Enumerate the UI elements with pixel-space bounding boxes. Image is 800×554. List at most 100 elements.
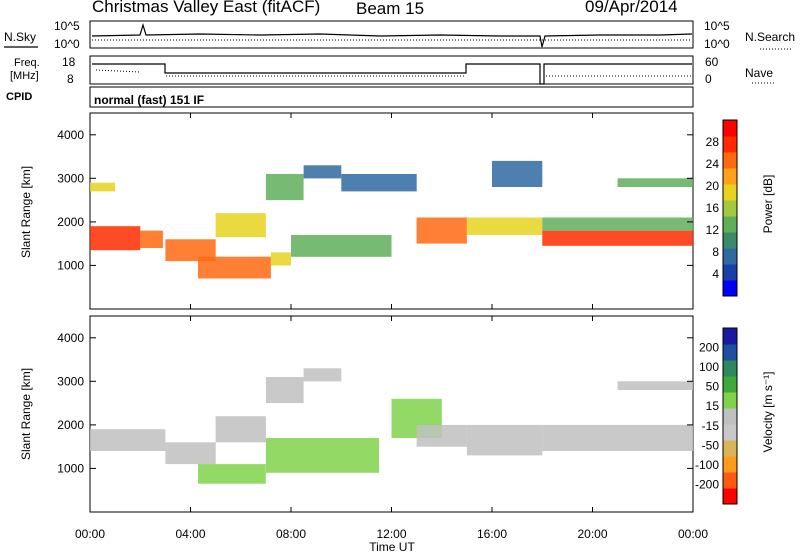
power-colorbar-tick-label: 24 <box>706 157 720 171</box>
velocity-band <box>90 429 166 451</box>
x-axis: Time UT 00:00 04:00 08:00 12:00 16:00 20:00 00… <box>75 113 708 554</box>
cpid-text: normal (fast) 151 IF <box>94 93 204 107</box>
velocity-colorbar-tick-label: -200 <box>695 477 719 491</box>
velocity-colorbar: Velocity [m s⁻¹] 200 100 50 15 -15 -50 -100 -20… <box>695 327 775 505</box>
velocity-colorbar-swatch <box>723 424 737 441</box>
power-colorbar-tick-label: 8 <box>712 245 719 259</box>
power-ytick-label: 1000 <box>57 258 84 272</box>
power-plot-area <box>89 112 694 310</box>
power-colorbar-swatch <box>723 264 737 281</box>
power-colorbar-swatch <box>723 232 737 249</box>
velocity-band <box>265 438 379 473</box>
power-colorbar-swatch <box>723 280 737 297</box>
velocity-colorbar-tick-label: -50 <box>702 438 720 452</box>
velocity-band <box>617 381 693 390</box>
freq-tick-bottom: 8 <box>67 72 74 86</box>
power-ytick-label: 4000 <box>57 128 84 142</box>
velocity-colorbar-swatch <box>723 328 737 345</box>
power-band <box>492 160 543 187</box>
power-band <box>466 217 543 235</box>
freq-tick-top: 18 <box>62 55 76 69</box>
velocity-colorbar-tick-label: -15 <box>702 419 720 433</box>
power-colorbar-tick-label: 4 <box>712 267 719 281</box>
x-tick-label: 08:00 <box>276 527 306 541</box>
velocity-colorbar-swatch <box>723 360 737 377</box>
velocity-colorbar-swatch <box>723 408 737 425</box>
power-band <box>90 226 141 251</box>
chart-title: Christmas Valley East (fitACF) <box>92 0 320 16</box>
power-ytick-label: 3000 <box>57 171 84 185</box>
x-tick-label: 00:00 <box>678 527 708 541</box>
velocity-colorbar-swatch <box>723 488 737 505</box>
nave-label: Nave <box>745 66 773 80</box>
power-band <box>416 217 467 244</box>
nsearch-label: N.Search <box>745 30 795 44</box>
nave-trace <box>95 69 692 77</box>
velocity-band <box>165 442 216 465</box>
freq-panel: Freq. [MHz] 18 8 60 0 Nave <box>10 55 774 86</box>
velocity-band <box>198 464 266 484</box>
power-colorbar-swatch <box>723 120 737 137</box>
power-colorbar-label: Power [dB] <box>761 175 775 234</box>
velocity-colorbar-frame <box>722 327 738 505</box>
freq-unit: [MHz] <box>10 70 39 82</box>
power-ylabel: Slant Range [km] <box>19 166 33 258</box>
velocity-colorbar-tick-label: -100 <box>695 458 719 472</box>
velocity-colorbar-swatch <box>723 344 737 361</box>
nave-tick-top: 60 <box>705 55 719 69</box>
power-band <box>341 174 417 192</box>
power-colorbar-tick-label: 16 <box>706 201 720 215</box>
velocity-ytick-label: 4000 <box>57 331 84 345</box>
velocity-colorbar-tick-label: 100 <box>699 360 719 374</box>
velocity-colorbar-label: Velocity [m s⁻¹] <box>761 371 775 452</box>
velocity-band <box>542 424 694 451</box>
velocity-ylabel: Slant Range [km] <box>19 368 33 460</box>
power-colorbar-swatch <box>723 184 737 201</box>
x-tick-label: 12:00 <box>376 527 406 541</box>
velocity-colorbar-swatch <box>723 472 737 489</box>
velocity-ytick-label: 1000 <box>57 461 84 475</box>
power-band <box>270 252 291 266</box>
power-colorbar: Power [dB] 28 24 20 16 12 8 4 <box>706 119 775 297</box>
velocity-yticks: 4000 3000 2000 1000 <box>57 331 693 475</box>
nsky-trace <box>91 22 693 48</box>
nsky-label: N.Sky <box>4 30 36 44</box>
velocity-band <box>265 377 304 404</box>
velocity-colorbar-swatch <box>723 440 737 457</box>
power-band <box>165 239 216 262</box>
velocity-colorbar-tick-label: 200 <box>699 341 719 355</box>
power-panel: Slant Range [km] 4000 3000 2000 1000 <box>19 112 694 310</box>
velocity-panel: Slant Range [km] 4000 3000 2000 1000 <box>19 315 694 513</box>
x-tick-label: 04:00 <box>175 527 205 541</box>
velocity-colorbar-swatch <box>723 456 737 473</box>
velocity-band <box>466 424 543 456</box>
velocity-colorbar-tick-label: 50 <box>706 380 720 394</box>
power-ytick-label: 2000 <box>57 215 84 229</box>
power-colorbar-tick-label: 20 <box>706 179 720 193</box>
beam-label: Beam 15 <box>356 0 424 18</box>
x-tick-label: 20:00 <box>577 527 607 541</box>
power-band <box>215 213 266 238</box>
velocity-colorbar-tick-label: 15 <box>706 399 720 413</box>
freq-trace <box>92 63 692 85</box>
velocity-colorbar-swatch <box>723 392 737 409</box>
nsearch-tick-top: 10^5 <box>704 19 730 33</box>
velocity-marks <box>90 368 694 484</box>
x-axis-label: Time UT <box>369 540 415 554</box>
cpid-panel: CPID normal (fast) 151 IF <box>6 86 694 108</box>
power-band <box>90 182 116 192</box>
x-tick-label: 16:00 <box>477 527 507 541</box>
nave-tick-bottom: 0 <box>705 72 712 86</box>
power-colorbar-frame <box>722 119 738 297</box>
power-colorbar-swatch <box>723 248 737 265</box>
power-band <box>617 178 693 187</box>
power-colorbar-tick-label: 12 <box>706 223 720 237</box>
velocity-band <box>303 368 342 382</box>
velocity-band <box>416 424 467 447</box>
nsky-panel: N.Sky 10^5 10^0 10^5 10^0 N.Search <box>4 19 795 51</box>
power-band <box>140 230 163 248</box>
power-marks <box>90 160 694 279</box>
power-band <box>542 217 694 231</box>
freq-label: Freq. <box>14 57 40 69</box>
